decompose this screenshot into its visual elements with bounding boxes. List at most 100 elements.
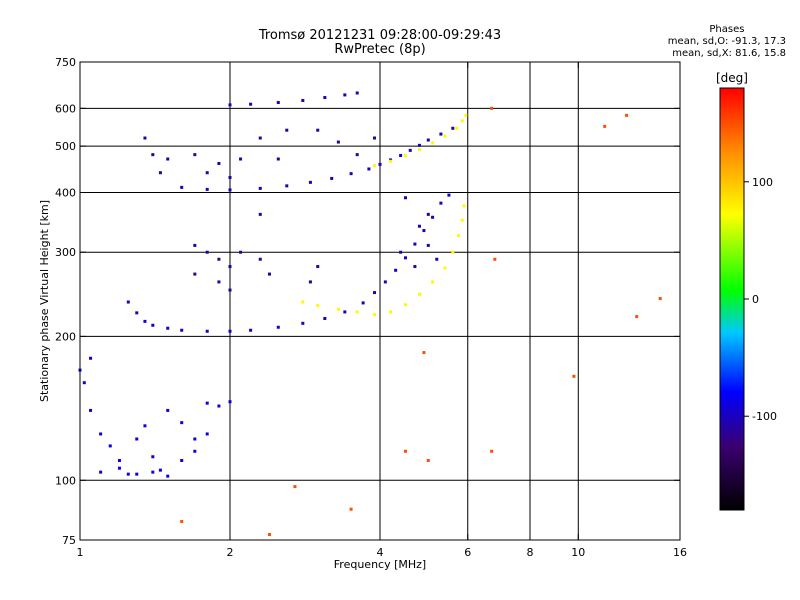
y-axis-label: Stationary phase Virtual Height [km]: [38, 200, 51, 402]
data-point: [403, 449, 407, 453]
data-point: [435, 257, 439, 261]
data-point: [417, 148, 421, 152]
data-point: [258, 257, 262, 261]
data-point: [180, 328, 184, 332]
data-point: [276, 157, 280, 161]
data-point: [394, 268, 398, 272]
data-point: [239, 157, 243, 161]
data-point: [457, 234, 461, 238]
colorbar: [719, 87, 745, 511]
data-point: [217, 161, 221, 165]
data-point: [166, 408, 170, 412]
data-point: [323, 96, 327, 100]
data-point: [267, 272, 271, 276]
data-point: [151, 153, 155, 157]
data-point: [205, 171, 209, 175]
data-point: [422, 351, 426, 355]
data-point: [403, 256, 407, 260]
data-point: [276, 325, 280, 329]
data-point: [166, 474, 170, 478]
data-point: [217, 257, 221, 261]
data-point: [316, 128, 320, 132]
data-point: [193, 449, 197, 453]
data-point: [301, 300, 305, 304]
data-point: [417, 143, 421, 147]
data-point: [193, 153, 197, 157]
data-point: [249, 328, 253, 332]
data-point: [99, 470, 103, 474]
x-tick-label: 1: [77, 546, 84, 559]
data-point: [417, 224, 421, 228]
data-point: [373, 136, 377, 140]
data-point: [180, 185, 184, 189]
data-point: [239, 250, 243, 254]
phase-stats-o: mean, sd,O: -91.3, 17.3: [667, 36, 786, 47]
data-point: [285, 184, 289, 188]
data-point: [426, 212, 430, 216]
data-point: [451, 126, 455, 130]
data-point: [343, 93, 347, 97]
data-point: [399, 154, 403, 158]
colorbar-tick-label: 0: [752, 293, 759, 306]
data-point: [383, 280, 387, 284]
data-point: [151, 455, 155, 459]
data-point: [439, 201, 443, 205]
data-point: [228, 329, 232, 333]
data-point: [258, 136, 262, 140]
data-point: [373, 313, 377, 317]
data-point: [443, 266, 447, 270]
colorbar-tick-label: -100: [752, 410, 777, 423]
data-point: [158, 468, 162, 472]
data-point: [151, 470, 155, 474]
data-point: [431, 215, 435, 219]
chart-title: Tromsø 20121231 09:28:00-09:29:43: [258, 28, 502, 43]
data-point: [205, 329, 209, 333]
data-point: [89, 408, 93, 412]
y-tick-label: 750: [55, 56, 76, 69]
data-point: [367, 167, 371, 171]
data-point: [293, 485, 297, 489]
data-point: [355, 153, 359, 157]
data-point: [308, 280, 312, 284]
data-point: [625, 113, 629, 117]
data-point: [658, 297, 662, 301]
data-point: [158, 171, 162, 175]
colorbar-tick-label: 100: [752, 176, 773, 189]
data-point: [373, 291, 377, 295]
data-point: [267, 533, 271, 537]
phase-stats-heading: Phases: [709, 24, 745, 35]
data-point: [180, 421, 184, 425]
data-point: [403, 154, 407, 158]
colorbar-label: [deg]: [716, 71, 748, 85]
x-tick-label: 2: [227, 546, 234, 559]
data-point: [490, 449, 494, 453]
data-point: [228, 400, 232, 404]
data-point: [126, 472, 130, 476]
data-point: [490, 106, 494, 110]
data-point: [323, 316, 327, 320]
data-point: [180, 458, 184, 462]
data-point: [460, 119, 464, 123]
y-tick-label: 200: [55, 330, 76, 343]
data-point: [205, 250, 209, 254]
data-point: [228, 103, 232, 107]
data-point: [355, 310, 359, 314]
data-point: [193, 243, 197, 247]
data-point: [447, 193, 451, 197]
data-point: [228, 288, 232, 292]
data-point: [455, 126, 459, 130]
data-point: [422, 229, 426, 233]
x-tick-label: 10: [571, 546, 585, 559]
data-point: [135, 437, 139, 441]
data-point: [89, 356, 93, 360]
data-point: [217, 280, 221, 284]
data-point: [228, 188, 232, 192]
data-point: [493, 257, 497, 261]
data-point: [205, 187, 209, 191]
data-point: [349, 507, 353, 511]
data-point: [361, 301, 365, 305]
data-point: [301, 99, 305, 103]
y-tick-label: 100: [55, 474, 76, 487]
phase-stats-x: mean, sd,X: 81.6, 15.8: [672, 48, 786, 59]
